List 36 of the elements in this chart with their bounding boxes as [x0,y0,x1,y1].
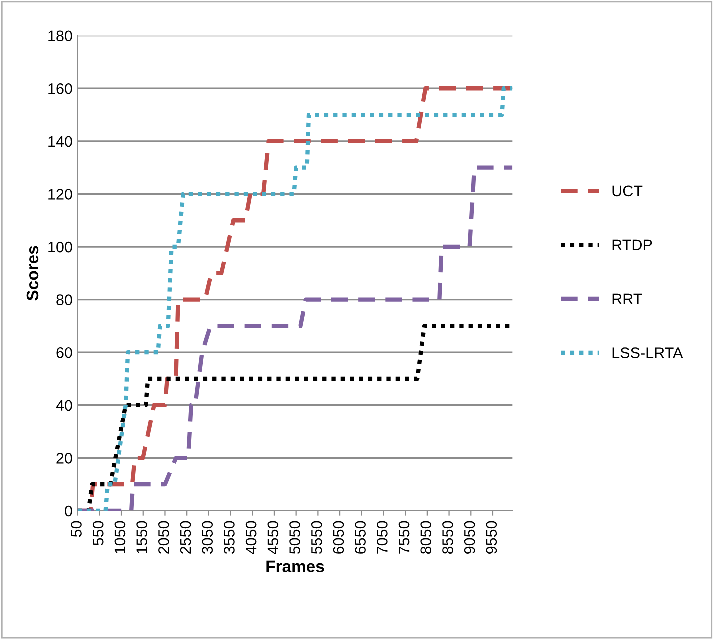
x-tick-label: 3550 [224,521,235,554]
x-tick-label: 4050 [246,521,257,554]
x-tick-label: 4550 [268,521,279,554]
x-tick-label: 8050 [420,521,432,554]
y-tick-label: 100 [48,242,72,253]
x-tick-label: 7550 [398,521,410,554]
x-tick-label: 7050 [377,521,388,554]
x-tick-label: 1050 [114,521,126,554]
x-tick-label: 9050 [464,521,476,554]
y-tick-label: 40 [56,400,72,412]
x-tick-label: 5050 [290,521,300,554]
x-tick-label: 1550 [136,521,148,554]
legend-label: RTDP [612,240,652,250]
x-tick-label: 2050 [158,521,170,554]
x-tick-label: 8550 [442,521,454,554]
y-tick-label: 20 [56,453,72,464]
x-tick-label: 9550 [486,521,498,554]
y-tick-label: 0 [65,506,72,517]
y-axis-title: Scores [26,246,39,301]
x-tick-label: 6550 [355,521,366,554]
y-tick-label: 60 [56,347,72,358]
y-tick-label: 180 [48,30,72,42]
x-tick-label: 2550 [180,521,192,554]
x-tick-label: 5550 [311,521,322,554]
y-tick-label: 120 [48,189,72,200]
legend-label: UCT [612,186,643,197]
x-tick-label: 3050 [202,521,214,554]
x-tick-label: 6050 [333,521,344,554]
legend-label: RRT [612,294,642,304]
y-tick-label: 140 [48,136,72,148]
legend-label: LSS-LRTA [612,348,684,358]
x-tick-label: 50 [71,521,82,538]
y-tick-label: 160 [48,84,72,94]
y-tick-label: 80 [56,294,72,306]
x-axis-title: Frames [266,560,324,572]
x-tick-label: 550 [92,521,104,546]
